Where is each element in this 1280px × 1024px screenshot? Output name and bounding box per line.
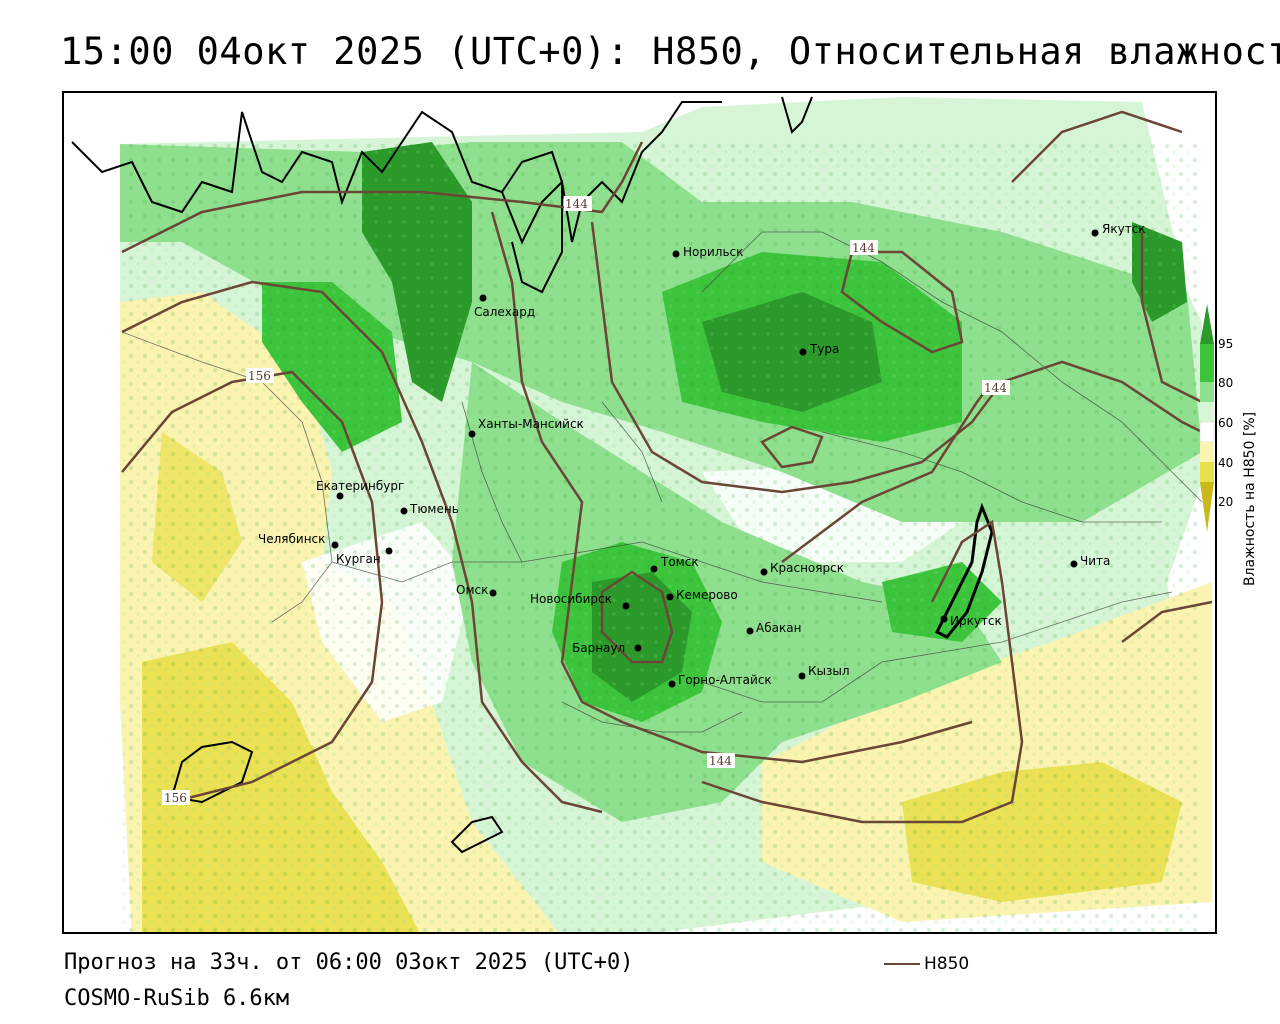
- city-label: Чита: [1080, 554, 1110, 568]
- contour-label-group: 144 144 144 144 156 156: [162, 196, 1010, 805]
- city-label: Красноярск: [770, 561, 844, 575]
- h850-contour-144-central: [590, 221, 1203, 494]
- city-dot: [668, 680, 676, 688]
- city-label: Барнаул: [572, 641, 625, 655]
- city-dot: [1091, 229, 1099, 237]
- colorbar-segment: [1200, 442, 1214, 462]
- city-dot: [1070, 560, 1078, 568]
- coastline-north: [71, 101, 722, 245]
- model-info: COSMO-RuSib 6.6км: [64, 986, 290, 1011]
- city-markers: Салехард Норильск Якутск Тура Ханты-Манс…: [258, 222, 1146, 688]
- colorbar-segment: [1200, 402, 1214, 422]
- colorbar-tick: 40: [1218, 456, 1233, 470]
- city-dot: [798, 672, 806, 680]
- contour-legend-label: H850: [924, 954, 970, 974]
- city-label: Кызыл: [808, 664, 850, 678]
- city-dot: [672, 250, 680, 258]
- colorbar-tick: 20: [1218, 495, 1233, 509]
- lake-baikal: [934, 502, 994, 639]
- h850-contour-loop-tura: [760, 425, 824, 469]
- city-dot: [385, 547, 393, 555]
- city-label: Ханты-Мансийск: [478, 417, 584, 431]
- map-title: 15:00 04окт 2025 (UTC+0): H850, Относите…: [60, 30, 1280, 73]
- city-label: Иркутск: [950, 614, 1002, 628]
- coastline-aral: [450, 815, 504, 854]
- contour-label: 156: [164, 791, 187, 805]
- h850-contour-loop-novosibirsk: [600, 570, 674, 664]
- h850-contour-southeast: [701, 381, 1213, 824]
- colorbar-top-arrow: [1200, 304, 1214, 344]
- city-label: Челябинск: [258, 532, 325, 546]
- city-dot: [634, 644, 642, 652]
- colorbar-segment: [1200, 382, 1214, 402]
- city-label: Абакан: [756, 621, 801, 635]
- contour-label: 144: [709, 754, 732, 768]
- city-label: Норильск: [683, 245, 743, 259]
- city-label: Курган: [336, 552, 381, 566]
- contour-label: 144: [565, 197, 588, 211]
- coastline-northeast: [781, 96, 813, 134]
- colorbar-title: Влажность на H850 [%]: [1242, 411, 1258, 586]
- city-label: Тюмень: [409, 502, 459, 516]
- city-dot: [489, 589, 497, 597]
- h850-contour-156-southwest: [121, 370, 384, 804]
- humidity-map: 144 144 144 144 156 156 Салехард Норильс…: [64, 93, 1215, 932]
- h850-contour-156-west: [121, 280, 603, 814]
- region-borders: [121, 231, 1203, 733]
- city-dot: [940, 615, 948, 623]
- city-dot: [666, 593, 674, 601]
- city-label: Омск: [456, 583, 488, 597]
- colorbar-segment: [1200, 462, 1214, 482]
- city-dot: [400, 507, 408, 515]
- h850-contour-main-trough: [490, 211, 973, 764]
- city-label: Горно-Алтайск: [678, 673, 772, 687]
- h850-contour-144-north: [121, 141, 644, 254]
- map-area: 144 144 144 144 156 156 Салехард Норильс…: [62, 91, 1217, 934]
- city-label: Новосибирск: [530, 592, 612, 606]
- contour-label: 144: [984, 381, 1007, 395]
- forecast-info: Прогноз на 33ч. от 06:00 03окт 2025 (UTC…: [64, 950, 634, 975]
- city-dot: [760, 568, 768, 576]
- colorbar-bottom-arrow: [1200, 482, 1214, 532]
- contour-label: 144: [852, 241, 875, 255]
- colorbar-segment: [1199, 421, 1215, 443]
- city-dot: [336, 492, 344, 500]
- colorbar-segment: [1200, 344, 1214, 382]
- h850-contour-144-loop-north: [840, 250, 964, 354]
- contour-label: 156: [248, 369, 271, 383]
- h850-contour-east: [1011, 110, 1203, 404]
- city-dot: [746, 627, 754, 635]
- city-label: Кемерово: [676, 588, 738, 602]
- contour-legend-line: [884, 963, 920, 965]
- humidity-colorbar: 95 80 60 40 20: [1199, 304, 1233, 532]
- colorbar-tick: 80: [1218, 376, 1233, 390]
- colorbar-tick: 95: [1218, 337, 1233, 351]
- city-dot: [479, 294, 487, 302]
- city-label: Томск: [660, 555, 699, 569]
- coastline-caspian: [170, 740, 254, 804]
- city-dot: [468, 430, 476, 438]
- city-dot: [799, 348, 807, 356]
- city-label: Салехард: [474, 305, 535, 319]
- city-dot: [650, 565, 658, 573]
- colorbar-tick: 60: [1218, 416, 1233, 430]
- city-label: Якутск: [1102, 222, 1146, 236]
- city-label: Тура: [809, 342, 839, 356]
- coastline-yamal: [501, 150, 563, 294]
- city-label: Екатеринбург: [316, 479, 404, 493]
- humidity-texture: [120, 142, 1200, 932]
- city-dot: [331, 541, 339, 549]
- city-dot: [622, 602, 630, 610]
